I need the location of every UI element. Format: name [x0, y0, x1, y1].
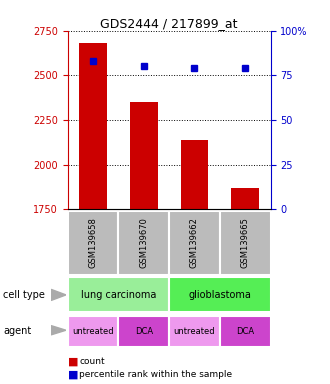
Text: untreated: untreated — [72, 327, 114, 336]
Polygon shape — [51, 326, 66, 335]
Title: GDS2444 / 217899_at: GDS2444 / 217899_at — [100, 17, 238, 30]
Text: GSM139662: GSM139662 — [190, 217, 199, 268]
Text: agent: agent — [3, 326, 32, 336]
Text: GSM139670: GSM139670 — [139, 217, 148, 268]
Bar — [169, 316, 220, 347]
Bar — [169, 277, 271, 312]
Text: GSM139658: GSM139658 — [88, 217, 98, 268]
Bar — [130, 102, 158, 209]
Text: percentile rank within the sample: percentile rank within the sample — [79, 370, 232, 379]
Polygon shape — [51, 290, 66, 300]
Bar — [169, 211, 220, 275]
Text: untreated: untreated — [174, 327, 215, 336]
Text: cell type: cell type — [3, 290, 45, 300]
Bar — [79, 43, 107, 209]
Text: ■: ■ — [68, 369, 78, 379]
Bar — [68, 316, 118, 347]
Bar — [118, 211, 169, 275]
Text: glioblastoma: glioblastoma — [188, 290, 251, 300]
Text: GSM139665: GSM139665 — [241, 217, 250, 268]
Bar — [118, 316, 169, 347]
Text: DCA: DCA — [135, 327, 153, 336]
Bar — [231, 188, 259, 209]
Text: lung carcinoma: lung carcinoma — [81, 290, 156, 300]
Bar — [220, 211, 271, 275]
Text: ■: ■ — [68, 357, 78, 367]
Bar — [68, 211, 118, 275]
Text: DCA: DCA — [236, 327, 254, 336]
Bar — [68, 277, 169, 312]
Bar — [220, 316, 271, 347]
Bar — [181, 140, 209, 209]
Text: count: count — [79, 357, 105, 366]
